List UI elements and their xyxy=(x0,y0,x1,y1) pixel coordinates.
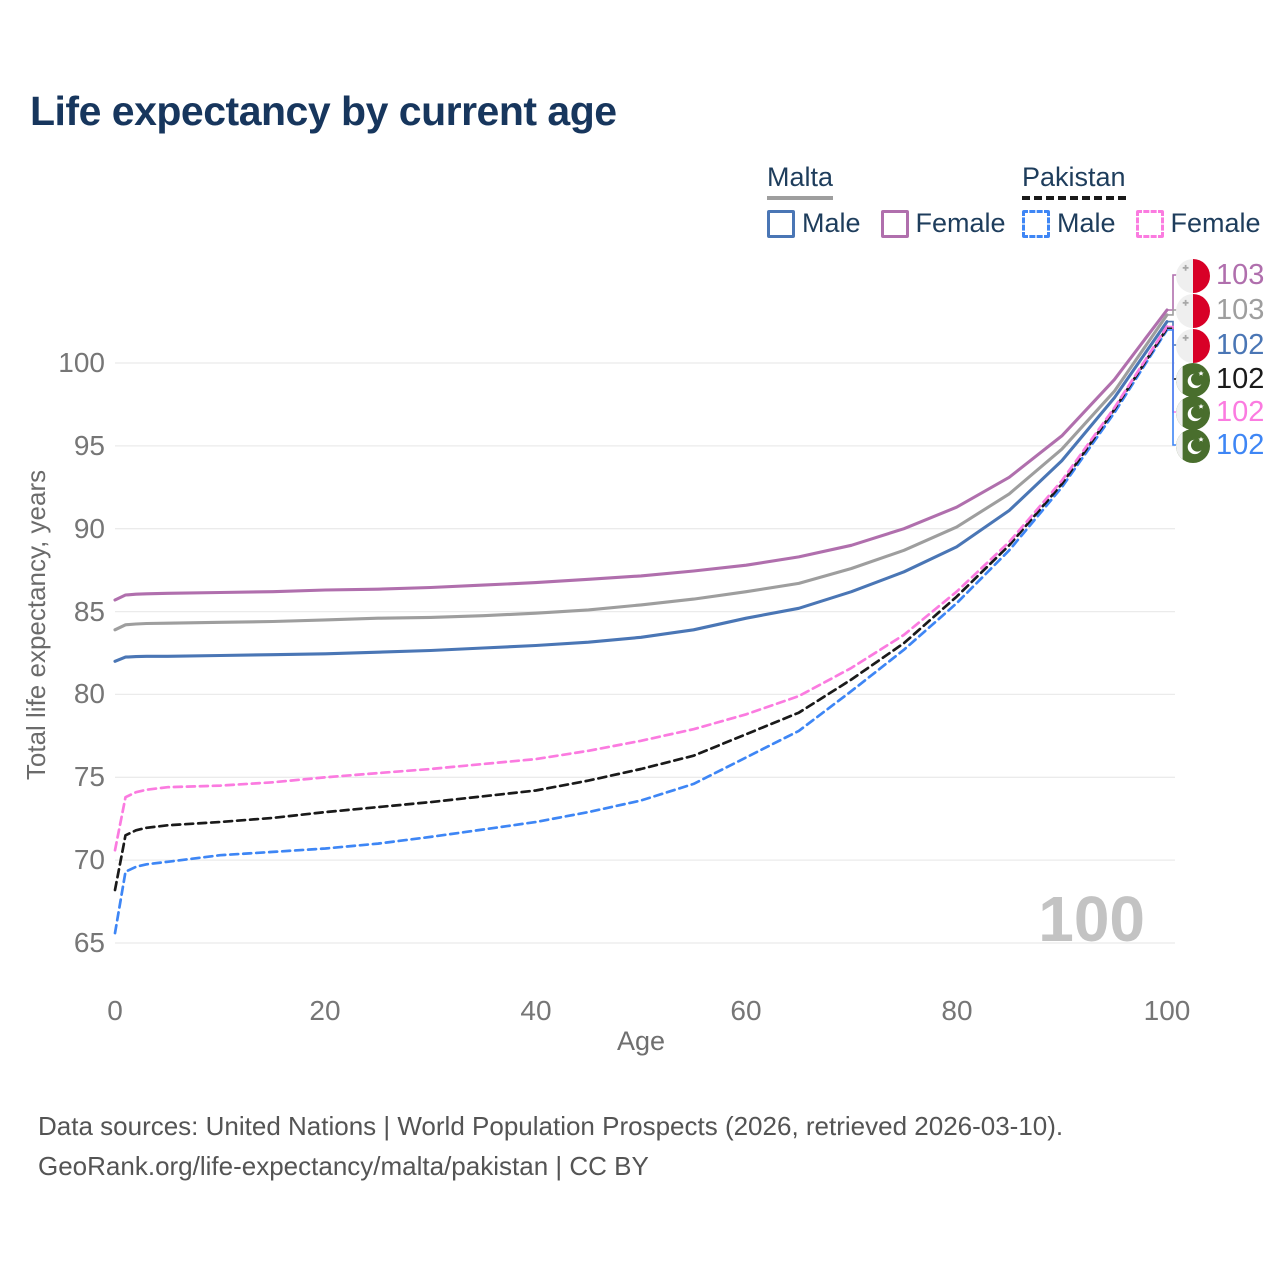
end-label-pakistan-male: 102 xyxy=(1176,428,1264,463)
legend-label: Female xyxy=(1170,208,1261,238)
series-line-malta-both-sexes[interactable] xyxy=(113,313,1169,632)
end-label-value: 102 xyxy=(1216,329,1265,361)
legend-item-pakistan-female[interactable]: Female xyxy=(1135,208,1261,239)
end-label-value: 103 xyxy=(1216,294,1265,326)
gridlines xyxy=(115,362,1175,944)
end-label-pakistan-both: 102 xyxy=(1176,362,1264,397)
y-tick-label: 95 xyxy=(74,430,105,461)
malta-flag-icon xyxy=(1176,329,1210,363)
malta-male-swatch xyxy=(767,209,795,238)
legend-item-malta-male[interactable]: Male xyxy=(767,208,861,239)
pakistan-flag-icon xyxy=(1176,363,1210,397)
end-label-malta-male: 102 xyxy=(1176,328,1264,363)
x-tick-label: 0 xyxy=(107,995,123,1026)
y-tick-label: 70 xyxy=(74,844,105,875)
pakistan-flag-icon xyxy=(1176,396,1210,430)
legend-country-pakistan[interactable]: Pakistan xyxy=(1022,162,1126,200)
pakistan-flag-icon xyxy=(1176,429,1210,463)
legend-country-malta[interactable]: Malta xyxy=(767,162,834,200)
attribution-line: GeoRank.org/life-expectancy/malta/pakist… xyxy=(38,1151,649,1181)
footer: Data sources: United Nations | World Pop… xyxy=(38,1106,1063,1186)
series-line-malta-female[interactable] xyxy=(113,308,1169,602)
x-tick-label: 40 xyxy=(520,995,551,1026)
legend-label: Male xyxy=(802,208,861,238)
legend-label: Female xyxy=(915,208,1006,238)
y-tick-label: 90 xyxy=(74,513,105,544)
malta-flag-icon xyxy=(1176,259,1210,293)
x-tick-label: 20 xyxy=(309,995,340,1026)
pakistan-female-swatch xyxy=(1135,209,1164,238)
pakistan-male-swatch xyxy=(1022,209,1050,238)
x-tick-label: 80 xyxy=(941,995,972,1026)
y-tick-label: 80 xyxy=(74,678,105,709)
x-tick-label: 100 xyxy=(1144,995,1191,1026)
end-label-pakistan-female: 102 xyxy=(1176,395,1264,430)
y-tick-label: 85 xyxy=(74,596,105,627)
legend-label: Male xyxy=(1057,208,1116,238)
age-watermark: 100 xyxy=(1038,883,1145,955)
legend-item-malta-female[interactable]: Female xyxy=(880,208,1006,239)
series-line-pakistan-both-sexes[interactable] xyxy=(113,326,1169,892)
series-line-pakistan-female[interactable] xyxy=(113,325,1169,852)
end-label-malta-both: 103 xyxy=(1176,293,1264,328)
end-label-value: 102 xyxy=(1216,363,1265,395)
y-tick-label: 100 xyxy=(58,347,105,378)
legend-group-malta: Malta Male Female xyxy=(767,162,1026,239)
end-label-value: 102 xyxy=(1216,429,1265,461)
y-tick-label: 65 xyxy=(74,927,105,958)
end-label-malta-female: 103 xyxy=(1176,258,1264,293)
line-chart: 100 65 70 75 80 85 90 95 100 0 20 40 60 … xyxy=(21,274,1191,1056)
series-line-malta-male[interactable] xyxy=(113,320,1169,663)
legend-item-pakistan-male[interactable]: Male xyxy=(1022,208,1116,239)
end-label-value: 103 xyxy=(1216,259,1265,291)
legend-group-pakistan: Pakistan Male Female xyxy=(1022,162,1280,239)
malta-flag-icon xyxy=(1176,294,1210,328)
y-axis-title: Total life expectancy, years xyxy=(21,470,51,780)
x-tick-label: 60 xyxy=(730,995,761,1026)
data-sources-line: Data sources: United Nations | World Pop… xyxy=(38,1111,1064,1141)
end-label-value: 102 xyxy=(1216,396,1265,428)
page-title: Life expectancy by current age xyxy=(30,88,617,134)
x-axis-title: Age xyxy=(617,1026,665,1056)
series-line-pakistan-male[interactable] xyxy=(113,328,1169,935)
malta-female-swatch xyxy=(880,209,909,238)
y-tick-label: 75 xyxy=(74,761,105,792)
